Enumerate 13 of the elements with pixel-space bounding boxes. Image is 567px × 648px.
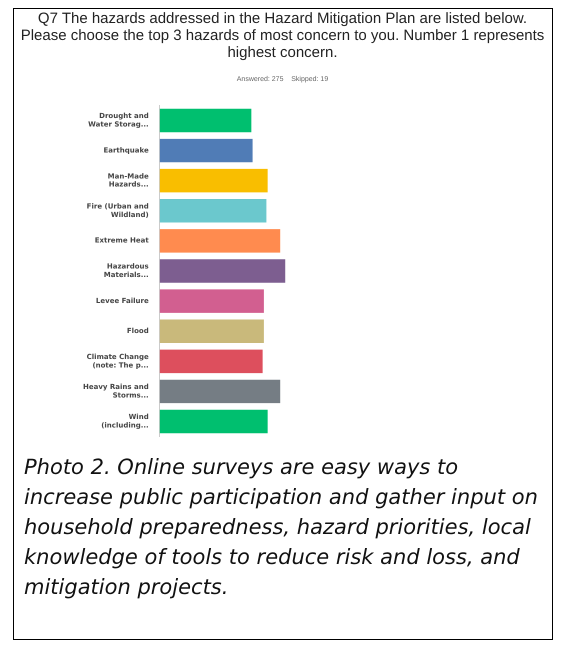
bar — [160, 380, 280, 404]
bar — [160, 108, 252, 132]
bar — [160, 289, 264, 313]
bar — [160, 229, 280, 253]
bar — [160, 259, 286, 283]
bar — [160, 350, 263, 374]
chart-title: Q7 The hazards addressed in the Hazard Mitigation Plan are listed below. Please choose the top 3 hazards of most concern to you. Number 1 represents highest concern. — [20, 10, 545, 61]
bar — [160, 319, 264, 343]
bar — [160, 138, 253, 162]
bar — [160, 410, 268, 434]
bar — [160, 168, 268, 192]
bar — [160, 199, 266, 223]
text: Photo 2. Online surveys are easy ways to increase public participation and gather input on household preparedness, hazard priorities, local knowledge of tools to reduce risk and loss, and mitigation projects. — [24, 454, 539, 601]
